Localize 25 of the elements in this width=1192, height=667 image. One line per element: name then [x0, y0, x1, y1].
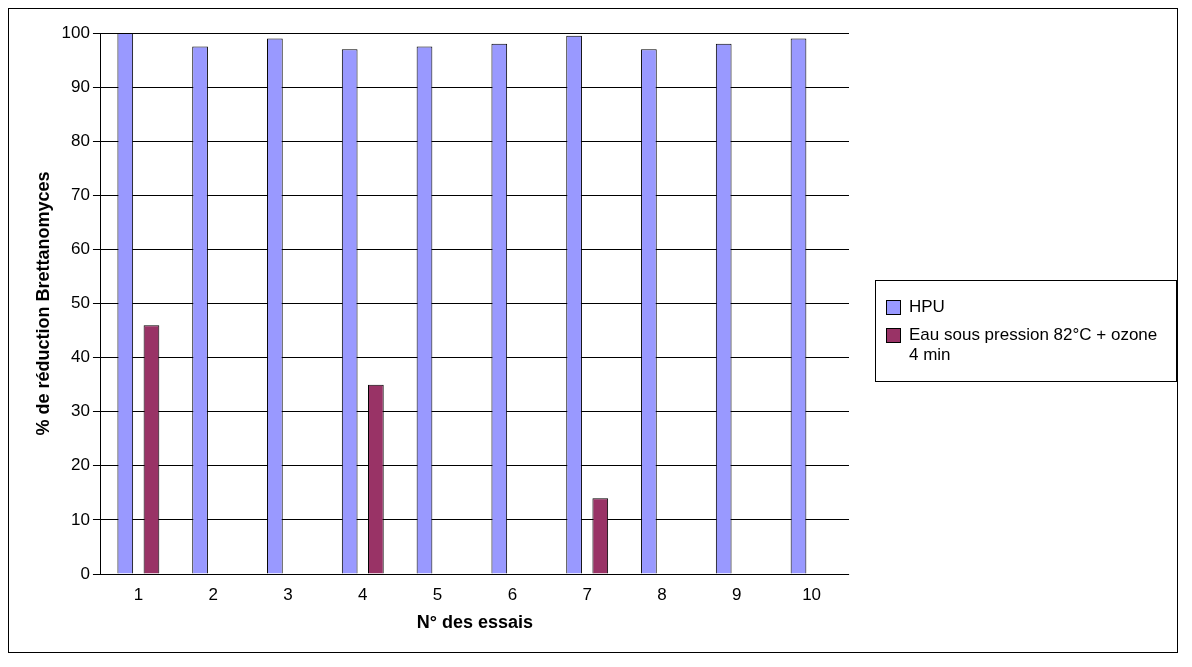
x-tick-label: 5 [432, 584, 443, 604]
legend-label: HPU [909, 296, 945, 317]
y-tick-label: 80 [71, 130, 90, 150]
y-tick-label: 100 [61, 22, 90, 42]
y-tick-label: 40 [71, 347, 90, 367]
y-tick-label: 60 [71, 239, 90, 259]
x-tick-label: 6 [507, 584, 518, 604]
x-tick-label: 10 [802, 584, 822, 604]
y-tick-label: 10 [71, 509, 90, 529]
x-tick-label: 8 [657, 584, 667, 604]
y-tick-label: 20 [71, 455, 90, 475]
x-tick-label: 4 [358, 584, 368, 604]
y-tick-label: 50 [71, 293, 90, 313]
legend-label: Eau sous pression 82°C + ozone 4 min [909, 324, 1159, 365]
x-tick-label: 7 [582, 584, 592, 604]
y-tick-label: 90 [71, 76, 90, 96]
x-axis-title: N° des essais [416, 612, 534, 633]
x-tick-label: 2 [208, 584, 218, 604]
y-tick-label: 70 [71, 184, 90, 204]
x-tick-label: 9 [732, 584, 742, 604]
y-axis-title: % de réduction Brettanomyces [32, 171, 53, 436]
x-tick-label: 3 [283, 584, 293, 604]
x-tick-label: 1 [133, 584, 144, 604]
y-tick-label: 30 [71, 401, 90, 421]
y-tick-label: 0 [80, 563, 90, 583]
